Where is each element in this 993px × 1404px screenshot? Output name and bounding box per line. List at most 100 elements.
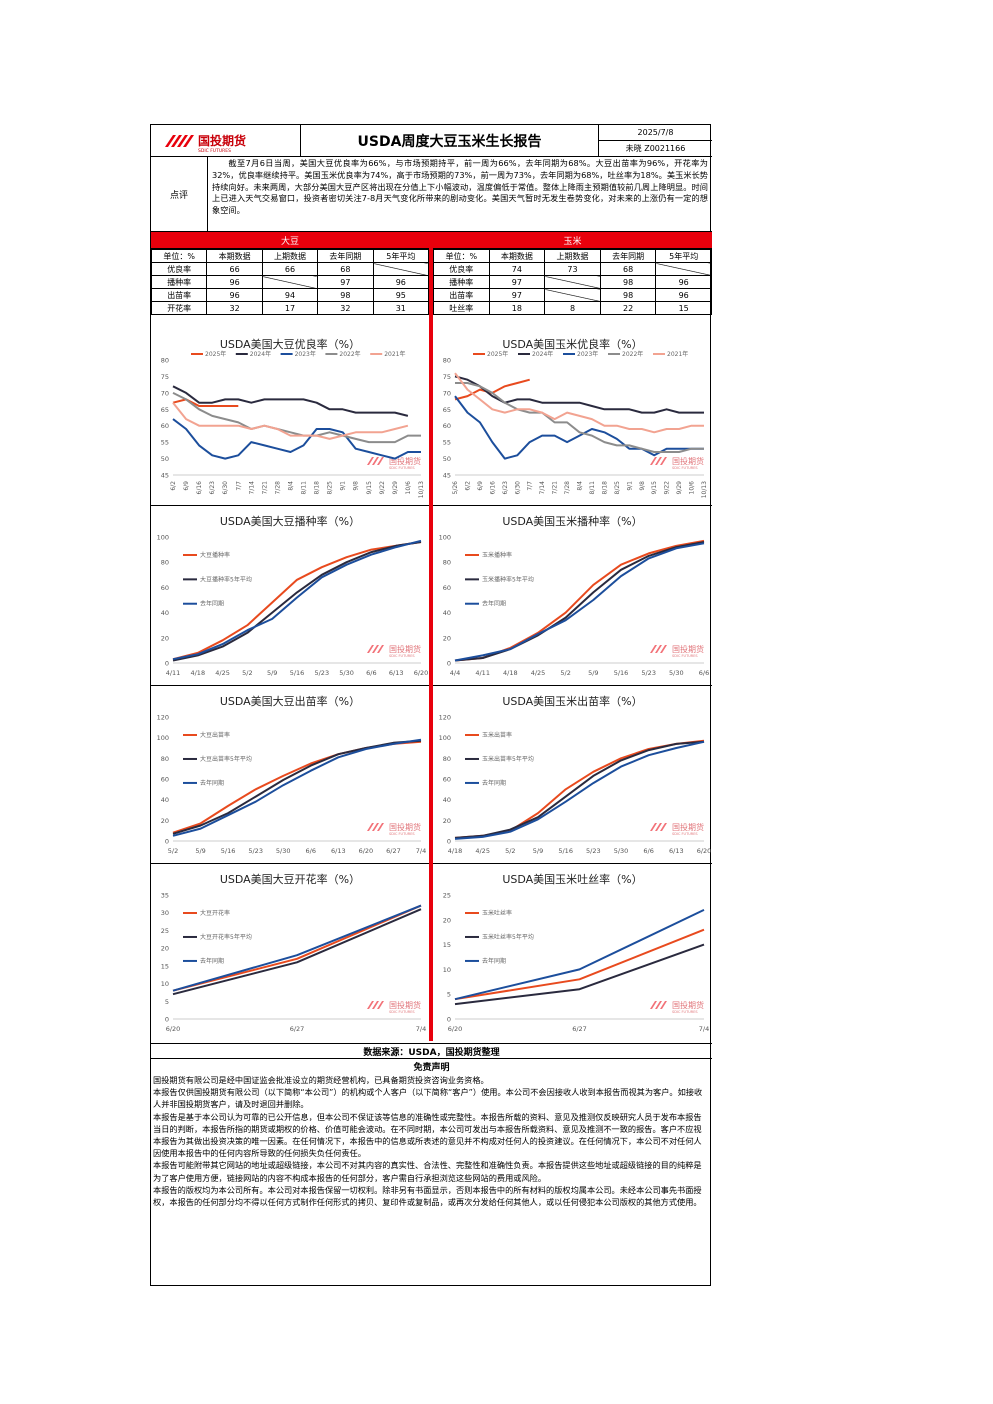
x-tick-label: 5/30 <box>669 669 684 677</box>
watermark-text-en: SDIC FUTURES <box>389 466 415 470</box>
x-tick-label: 7/14 <box>248 481 255 495</box>
x-tick-label: 9/29 <box>676 481 683 495</box>
legend-label: 玉米吐丝率 <box>482 909 512 917</box>
y-tick-label: 70 <box>161 389 169 397</box>
soy-band: 大豆 <box>151 232 429 249</box>
report-date: 2025/7/8 <box>599 125 712 141</box>
table-cell <box>261 275 319 289</box>
chart-title: USDA美国大豆优良率（%） <box>220 337 360 351</box>
legend-label: 去年同期 <box>482 600 506 608</box>
row-label-cell: 出苗率 <box>433 288 490 302</box>
table-header-cell: 单位：% <box>150 249 208 263</box>
x-tick-label: 5/9 <box>533 847 543 855</box>
x-tick-label: 6/16 <box>196 481 203 495</box>
x-tick-label: 10/13 <box>418 481 425 498</box>
table-cell: 98 <box>599 288 657 302</box>
watermark-text: 国投期货 <box>672 822 704 832</box>
series-line <box>172 739 422 835</box>
x-tick-label: 6/2 <box>170 481 177 491</box>
y-tick-label: 80 <box>161 559 169 567</box>
x-tick-label: 4/18 <box>503 669 518 677</box>
table-header-cell: 单位：% <box>433 249 490 263</box>
x-tick-label: 9/22 <box>379 481 386 495</box>
chart-corn-silking: USDA美国玉米吐丝率（%） 0 5 10 15 20 25 6/20 6/27 7/4 国投期货 S… <box>433 865 712 1041</box>
x-tick-label: 6/27 <box>290 1025 305 1033</box>
series-line <box>172 398 239 407</box>
table-header-cell: 5年平均 <box>372 249 430 263</box>
x-tick-label: 6/30 <box>514 481 521 495</box>
legend-label: 2024年 <box>250 350 271 358</box>
y-tick-label: 100 <box>157 534 169 542</box>
y-tick-label: 70 <box>443 389 451 397</box>
x-tick-label: 4/25 <box>215 669 230 677</box>
x-tick-label: 7/14 <box>539 481 546 495</box>
x-tick-label: 5/23 <box>641 669 656 677</box>
x-tick-label: 7/7 <box>527 481 534 491</box>
watermark-text-en: SDIC FUTURES <box>389 1010 415 1014</box>
disclaimer-paragraph: 本报告仅供国投期货有限公司（以下简称“本公司”）的机构或个人客户（以下简称“客户… <box>153 1087 703 1110</box>
watermark-text-en: SDIC FUTURES <box>672 1010 698 1014</box>
watermark-text-en: SDIC FUTURES <box>389 832 415 836</box>
table-header-cell: 上期数据 <box>544 249 601 263</box>
y-tick-label: 60 <box>443 776 451 784</box>
chart-svg: USDA美国玉米播种率（%） 0 20 40 60 80 100 4/4 4/11 4/18 4/2… <box>439 514 710 677</box>
series-line <box>454 928 705 1001</box>
watermark-text: 国投期货 <box>389 456 421 466</box>
y-tick-label: 40 <box>443 796 451 804</box>
legend-label: 去年同期 <box>200 779 224 787</box>
y-tick-label: 35 <box>161 892 169 900</box>
x-tick-label: 9/15 <box>651 481 658 495</box>
y-tick-label: 80 <box>443 755 451 763</box>
y-tick-label: 0 <box>165 660 169 668</box>
chart-soy-condition: USDA美国大豆优良率（%） 45 50 55 60 65 70 75 80 6/2 6/9 6/16… <box>151 330 429 506</box>
comment-text: 截至7月6日当周，美国大豆优良率为66%，与市场预期持平，前一周为66%，去年同… <box>208 157 712 232</box>
table-header-cell: 5年平均 <box>655 249 712 263</box>
row-label-cell: 出苗率 <box>150 288 208 302</box>
chart-title: USDA美国玉米吐丝率（%） <box>502 872 642 886</box>
x-tick-label: 6/30 <box>222 481 229 495</box>
x-tick-label: 6/20 <box>448 1025 463 1033</box>
table-cell: 97 <box>488 288 546 302</box>
x-tick-label: 6/27 <box>386 847 401 855</box>
y-tick-label: 15 <box>443 941 451 949</box>
y-tick-label: 20 <box>443 916 451 924</box>
y-tick-label: 65 <box>161 406 169 414</box>
y-tick-label: 120 <box>157 714 169 722</box>
x-tick-label: 4/11 <box>475 669 490 677</box>
watermark-text-en: SDIC FUTURES <box>672 654 698 658</box>
x-tick-label: 7/4 <box>416 1025 426 1033</box>
series-line <box>454 372 704 434</box>
table-cell: 96 <box>655 275 712 289</box>
y-tick-label: 0 <box>447 1016 451 1024</box>
x-tick-label: 7/28 <box>564 481 571 495</box>
table-cell: 96 <box>206 275 263 289</box>
y-tick-label: 60 <box>443 422 451 430</box>
series-line <box>172 908 422 996</box>
y-tick-label: 0 <box>447 838 451 846</box>
series-line <box>454 908 705 1001</box>
x-tick-label: 5/2 <box>168 847 178 855</box>
chart-title: USDA美国大豆开花率（%） <box>220 872 360 886</box>
chart-title: USDA美国玉米优良率（%） <box>502 337 642 351</box>
logo-cn: 国投期货 <box>198 133 246 148</box>
x-tick-label: 8/11 <box>301 481 308 495</box>
legend-label: 2023年 <box>577 350 598 358</box>
y-tick-label: 25 <box>443 892 451 900</box>
legend-label: 去年同期 <box>200 600 224 608</box>
x-tick-label: 10/6 <box>689 481 696 495</box>
legend-label: 大豆出苗率 <box>200 731 230 739</box>
watermark-text: 国投期货 <box>672 644 704 654</box>
table-header-cell: 去年同期 <box>317 249 374 263</box>
y-tick-label: 75 <box>161 373 169 381</box>
table-cell <box>372 262 430 276</box>
table-cell: 97 <box>317 275 374 289</box>
disclaimer-paragraph: 本报告的版权均为本公司所有。本公司对本报告保留一切权利。除非另有书面显示，否则本… <box>153 1184 702 1208</box>
table-cell <box>544 288 601 302</box>
x-tick-label: 9/1 <box>340 481 347 491</box>
x-tick-label: 8/18 <box>314 481 321 495</box>
